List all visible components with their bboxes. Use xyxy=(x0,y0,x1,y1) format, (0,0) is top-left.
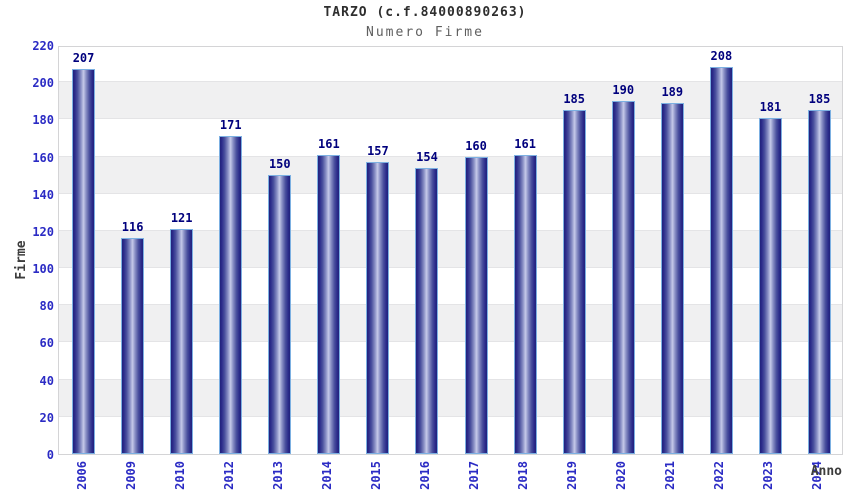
bar-2023 xyxy=(758,117,782,454)
x-tick-label: 2015 xyxy=(368,461,383,490)
chart-title: TARZO (c.f.84000890263) xyxy=(323,5,527,20)
bar-2021 xyxy=(660,102,684,454)
bar-value-label: 190 xyxy=(612,82,635,97)
y-tick-label: 180 xyxy=(32,113,54,128)
y-tick-label: 100 xyxy=(32,262,54,277)
bar-2014 xyxy=(317,154,341,454)
bar-2017 xyxy=(464,156,488,454)
bar-2012 xyxy=(219,136,243,454)
x-tick-label: 2014 xyxy=(319,461,334,490)
bar-2019 xyxy=(562,110,586,454)
y-tick-label: 120 xyxy=(32,224,54,239)
bar-2016 xyxy=(415,167,439,454)
gridline xyxy=(59,81,842,83)
bar-value-label: 161 xyxy=(318,136,340,151)
bar-2013 xyxy=(268,175,292,454)
x-axis-title: Anno xyxy=(810,464,842,479)
bar-2006 xyxy=(72,69,96,454)
plot-area: 207 116 121 171 150 161 157 154 160 161 185 190 189 2… xyxy=(58,46,843,455)
x-tick-label: 2021 xyxy=(663,461,678,490)
gridline xyxy=(59,155,842,157)
bar-value-label: 157 xyxy=(367,144,389,159)
bar-2018 xyxy=(513,154,537,454)
y-tick-label: 200 xyxy=(32,76,54,91)
bar-2022 xyxy=(709,67,733,454)
gridline xyxy=(59,415,842,417)
bar-value-label: 116 xyxy=(121,220,144,235)
chart-subtitle: Numero Firme xyxy=(366,25,484,40)
bar-2024 xyxy=(807,110,831,454)
x-tick-label: 2010 xyxy=(172,461,187,490)
bar-value-label: 189 xyxy=(661,84,684,99)
bar-2009 xyxy=(121,238,145,454)
x-tick-label: 2013 xyxy=(270,461,285,490)
x-tick-label: 2009 xyxy=(123,461,138,490)
bar-value-label: 208 xyxy=(710,49,733,64)
x-tick-label: 2022 xyxy=(712,461,727,490)
gridline xyxy=(59,378,842,380)
bar-value-label: 185 xyxy=(808,92,831,107)
y-tick-label: 40 xyxy=(39,373,54,388)
bar-2015 xyxy=(366,162,390,454)
bar-value-label: 121 xyxy=(170,211,193,226)
bar-value-label: 154 xyxy=(416,149,438,164)
bar-value-label: 161 xyxy=(514,136,536,151)
bar-2020 xyxy=(611,100,635,454)
gridline xyxy=(59,304,842,306)
x-tick-label: 2018 xyxy=(516,461,531,490)
bar-2010 xyxy=(170,229,194,454)
y-axis-title: Firme xyxy=(14,240,29,280)
gridline xyxy=(59,118,842,120)
x-tick-label: 2006 xyxy=(74,461,89,490)
bar-value-label: 171 xyxy=(219,118,242,133)
x-tick-label: 2016 xyxy=(417,461,432,490)
y-tick-label: 0 xyxy=(46,448,54,462)
bar-value-label: 185 xyxy=(563,92,585,107)
x-tick-label: 2023 xyxy=(761,461,776,490)
x-tick-label: 2020 xyxy=(614,461,629,490)
y-tick-label: 160 xyxy=(32,150,54,165)
gridline xyxy=(59,192,842,194)
y-tick-label: 20 xyxy=(39,410,54,425)
gridline xyxy=(59,229,842,231)
x-tick-label: 2019 xyxy=(565,461,580,490)
bar-value-label: 150 xyxy=(268,157,291,172)
bar-value-label: 207 xyxy=(72,51,95,66)
y-tick-label: 60 xyxy=(39,336,54,351)
gridline xyxy=(59,267,842,269)
y-tick-label: 220 xyxy=(32,39,54,53)
gridline xyxy=(59,341,842,343)
x-tick-label: 2012 xyxy=(221,461,236,490)
bar-value-label: 181 xyxy=(759,99,782,114)
bar-value-label: 160 xyxy=(465,138,487,153)
y-tick-label: 140 xyxy=(32,187,54,202)
x-tick-label: 2017 xyxy=(467,461,482,490)
y-tick-label: 80 xyxy=(39,299,54,314)
